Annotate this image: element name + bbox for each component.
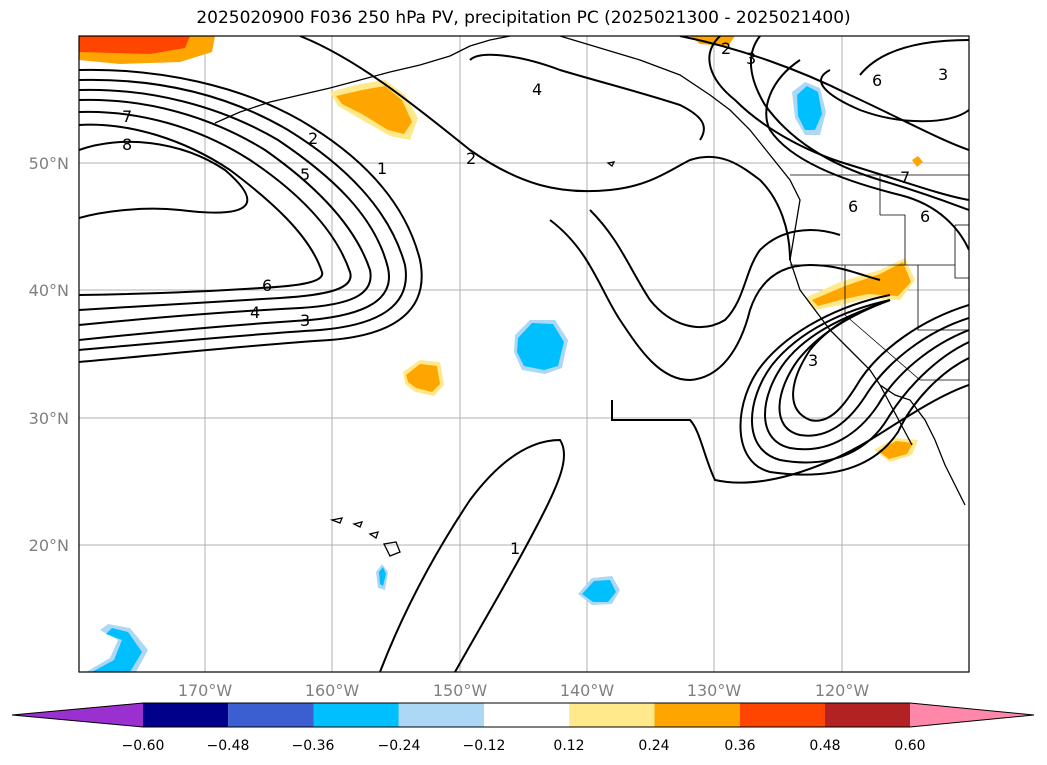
contour-label: 6 bbox=[920, 207, 930, 226]
colorbar-tick: 0.36 bbox=[724, 738, 755, 754]
colorbar-tick: −0.60 bbox=[122, 738, 165, 754]
contour-label: 4 bbox=[250, 303, 260, 322]
colorbar-tick: −0.36 bbox=[292, 738, 335, 754]
colorbar-segment bbox=[569, 703, 655, 727]
map-title: 2025020900 F036 250 hPa PV, precipitatio… bbox=[196, 8, 851, 28]
lon-label: 170°W bbox=[178, 681, 233, 700]
contour-label: 4 bbox=[532, 80, 542, 99]
contour-label: 8 bbox=[122, 135, 132, 154]
colorbar-extend-right bbox=[910, 703, 1034, 727]
colorbar-tick: −0.24 bbox=[378, 738, 421, 754]
lat-label: 40°N bbox=[29, 281, 69, 300]
lon-label: 130°W bbox=[687, 681, 742, 700]
lon-label: 140°W bbox=[560, 681, 615, 700]
lon-label: 160°W bbox=[305, 681, 360, 700]
contour-label: 3 bbox=[300, 311, 310, 330]
contour-label: 6 bbox=[848, 197, 858, 216]
colorbar-tick-labels: −0.60 −0.48 −0.36 −0.24 −0.12 0.12 0.24 … bbox=[122, 738, 926, 754]
contour-label: 1 bbox=[510, 539, 520, 558]
contour-labels: 7 8 2 5 1 6 4 3 4 2 1 3 2 3 6 6 7 6 3 bbox=[122, 39, 948, 558]
colorbar-tick: 0.60 bbox=[894, 738, 925, 754]
contour-label: 2 bbox=[466, 149, 476, 168]
contour-label: 3 bbox=[938, 65, 948, 84]
contour-label: 7 bbox=[900, 168, 910, 187]
colorbar-tick: 0.24 bbox=[638, 738, 669, 754]
lat-label: 20°N bbox=[29, 536, 69, 555]
colorbar-segment bbox=[825, 703, 911, 727]
contour-label: 2 bbox=[721, 39, 731, 58]
map-border bbox=[78, 35, 970, 673]
contour-label: 7 bbox=[122, 107, 132, 126]
lon-labels: 170°W 160°W 150°W 140°W 130°W 120°W bbox=[178, 681, 870, 700]
precip-shading bbox=[79, 36, 923, 672]
contour-label: 3 bbox=[746, 49, 756, 68]
lat-label: 50°N bbox=[29, 154, 69, 173]
lat-label: 30°N bbox=[29, 409, 69, 428]
colorbar-segment bbox=[484, 703, 570, 727]
colorbar-outline bbox=[11, 702, 1035, 728]
colorbar-extend-left bbox=[12, 703, 143, 727]
colorbar-tick: 0.12 bbox=[553, 738, 584, 754]
colorbar bbox=[11, 702, 1035, 728]
colorbar-segment bbox=[313, 703, 399, 727]
colorbar-segment bbox=[739, 703, 825, 727]
contour-label: 2 bbox=[308, 129, 318, 148]
contour-label: 5 bbox=[300, 165, 310, 184]
colorbar-tick: −0.48 bbox=[207, 738, 250, 754]
contour-label: 6 bbox=[872, 71, 882, 90]
contour-label: 6 bbox=[262, 276, 272, 295]
gridlines bbox=[79, 36, 969, 672]
colorbar-tick: 0.48 bbox=[809, 738, 840, 754]
colorbar-segment bbox=[398, 703, 484, 727]
contour-label: 1 bbox=[377, 159, 387, 178]
colorbar-segment bbox=[654, 703, 740, 727]
colorbar-tick: −0.12 bbox=[463, 738, 506, 754]
lon-label: 150°W bbox=[433, 681, 488, 700]
contour-label: 3 bbox=[808, 351, 818, 370]
colorbar-segment bbox=[228, 703, 314, 727]
pv-contours bbox=[79, 36, 969, 672]
lat-labels: 50°N 40°N 30°N 20°N bbox=[29, 154, 69, 555]
colorbar-segment bbox=[143, 703, 229, 727]
lon-label: 120°W bbox=[815, 681, 870, 700]
